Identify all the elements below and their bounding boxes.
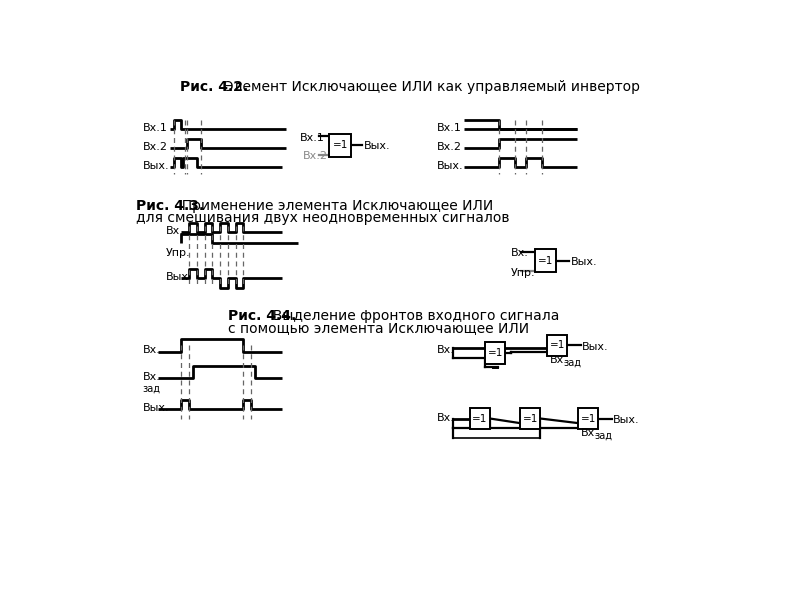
Bar [520,408,540,429]
Text: =1: =1 [581,413,596,424]
Text: Вх.: Вх. [550,355,567,365]
Text: =1: =1 [550,340,565,350]
Text: Вх.: Вх. [166,226,184,236]
Text: Выделение фронтов входного сигнала: Выделение фронтов входного сигнала [264,309,560,323]
Text: Вх.: Вх. [142,372,161,382]
Text: =1: =1 [522,413,538,424]
Text: зад: зад [563,358,582,368]
Text: Упр.: Упр. [510,268,535,278]
Text: Рис. 4.2.: Рис. 4.2. [180,80,248,94]
Bar [534,249,557,272]
Text: Вх.1: Вх.1 [437,123,462,133]
Text: =1: =1 [487,348,503,358]
Text: для смешивания двух неодновременных сигналов: для смешивания двух неодновременных сигн… [137,211,510,224]
Text: Вых.: Вых. [582,341,609,352]
Text: Вых.: Вых. [437,161,464,172]
Text: Вых.: Вых. [363,141,390,151]
Text: Применение элемента Исключающее ИЛИ: Применение элемента Исключающее ИЛИ [173,199,493,213]
Bar [547,335,567,356]
Text: Вых.: Вых. [142,161,170,172]
Bar [470,408,490,429]
Text: =1: =1 [333,140,348,150]
Text: зад: зад [594,431,613,441]
Bar [330,134,351,157]
Text: Вых.: Вых. [570,257,597,267]
Text: Рис. 4.4.: Рис. 4.4. [228,309,296,323]
Text: Вых.: Вых. [613,415,640,425]
Text: Вх.: Вх. [437,346,455,355]
Bar [485,342,506,364]
Text: Вх.2: Вх.2 [303,151,328,161]
Text: Упр.: Упр. [166,248,190,257]
Text: =1: =1 [538,256,554,266]
Text: =1: =1 [472,413,487,424]
Text: Вх.2: Вх.2 [142,142,168,152]
Text: зад: зад [142,384,161,394]
Text: Вх.: Вх. [437,413,455,423]
Text: Вх.: Вх. [581,428,598,438]
Text: с помощью элемента Исключающее ИЛИ: с помощью элемента Исключающее ИЛИ [228,321,529,335]
Text: Вых.: Вых. [142,403,170,413]
Text: Вх.: Вх. [510,248,529,257]
Text: Вх.: Вх. [142,346,161,355]
Text: Вх.2: Вх.2 [437,142,462,152]
Text: Рис. 4.3.: Рис. 4.3. [137,199,205,213]
Text: Вх.1: Вх.1 [142,123,167,133]
Text: Вх.1: Вх.1 [300,133,325,143]
Bar [578,408,598,429]
Text: Элемент Исключающее ИЛИ как управляемый инвертор: Элемент Исключающее ИЛИ как управляемый … [214,80,640,94]
Text: Вых.: Вых. [166,272,193,282]
